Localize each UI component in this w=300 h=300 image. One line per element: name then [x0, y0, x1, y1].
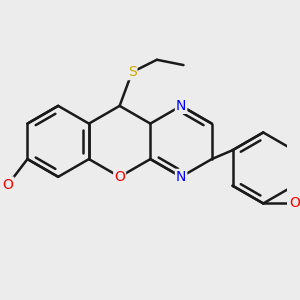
Text: O: O	[289, 196, 300, 210]
Text: O: O	[114, 170, 125, 184]
Text: N: N	[176, 170, 186, 184]
Text: O: O	[2, 178, 14, 192]
Text: S: S	[128, 65, 136, 79]
Text: N: N	[176, 99, 186, 113]
